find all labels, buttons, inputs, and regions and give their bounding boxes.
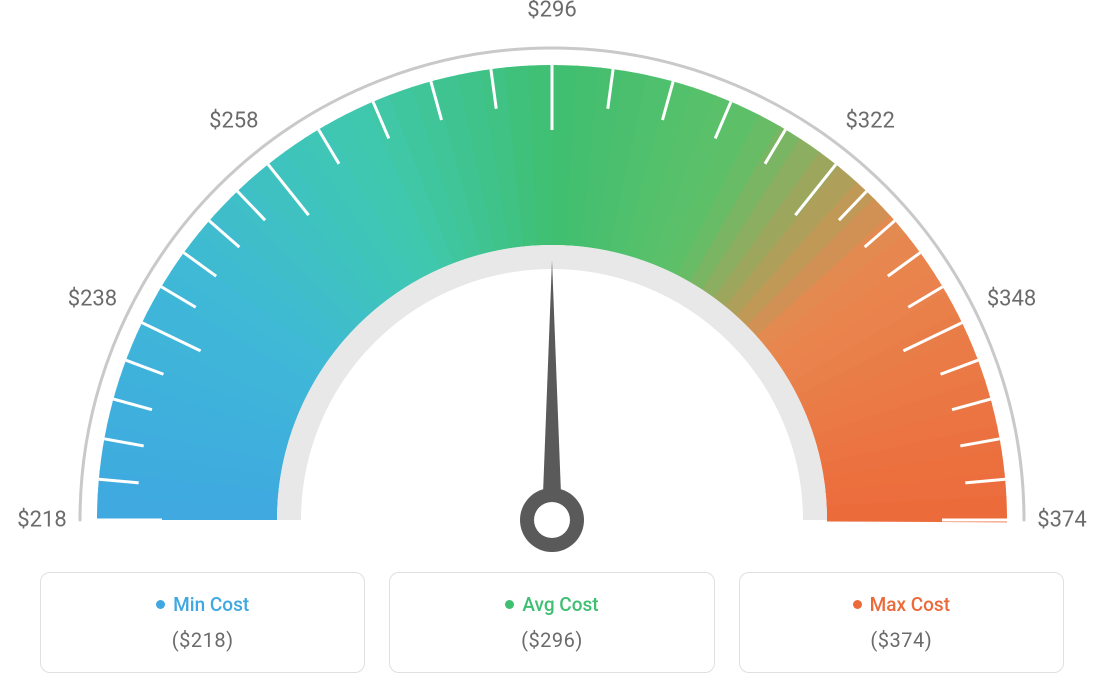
gauge-tick-label: $374	[1037, 508, 1086, 533]
gauge-chart	[0, 0, 1104, 560]
gauge-tick-label: $348	[987, 286, 1036, 311]
dot-icon	[505, 600, 514, 609]
card-header: Avg Cost	[414, 593, 689, 616]
min-cost-label: Min Cost	[173, 593, 249, 616]
gauge-tick-label: $258	[209, 109, 258, 134]
dot-icon	[156, 600, 165, 609]
avg-cost-card: Avg Cost ($296)	[389, 572, 714, 673]
dot-icon	[853, 600, 862, 609]
card-header: Max Cost	[764, 593, 1039, 616]
max-cost-value: ($374)	[764, 628, 1039, 652]
gauge-tick-label: $218	[17, 508, 66, 533]
max-cost-label: Max Cost	[870, 593, 950, 616]
gauge-tick-label: $238	[68, 286, 117, 311]
min-cost-value: ($218)	[65, 628, 340, 652]
avg-cost-label: Avg Cost	[522, 593, 598, 616]
cost-cards: Min Cost ($218) Avg Cost ($296) Max Cost…	[0, 572, 1104, 673]
min-cost-card: Min Cost ($218)	[40, 572, 365, 673]
gauge-tick-label: $296	[527, 0, 576, 23]
card-header: Min Cost	[65, 593, 340, 616]
max-cost-card: Max Cost ($374)	[739, 572, 1064, 673]
gauge-container: $218 $238 $258 $296 $322 $348 $374	[0, 0, 1104, 560]
gauge-tick-label: $322	[845, 109, 894, 134]
avg-cost-value: ($296)	[414, 628, 689, 652]
